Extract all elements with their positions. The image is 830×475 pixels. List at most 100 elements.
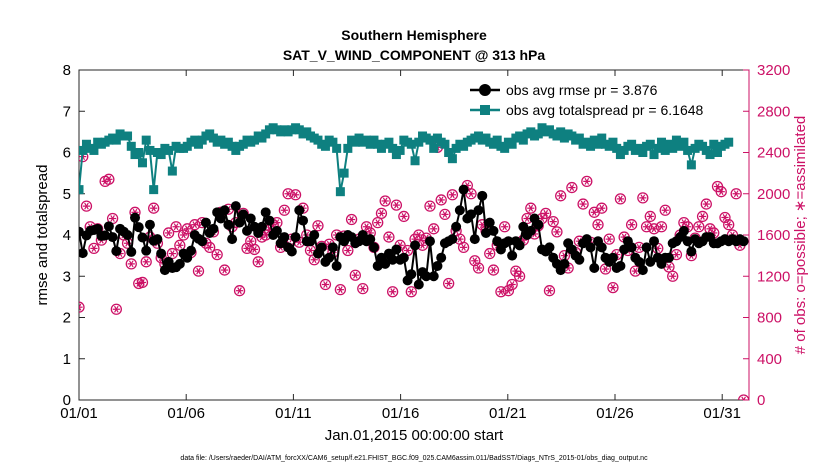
obs-count-point (614, 193, 627, 205)
rmse-point (424, 236, 435, 247)
rmse-point (637, 265, 648, 276)
obs-assimilated-marker (308, 247, 313, 254)
obs-possible-marker (566, 181, 578, 194)
rmse-point (533, 219, 544, 230)
totalspread-point (164, 145, 174, 155)
legend-spread-marker (480, 105, 490, 115)
obs-assimilated-marker (184, 225, 190, 233)
obs-count-point (428, 223, 440, 235)
obs-assimilated-marker (274, 219, 280, 227)
rmse-point (514, 240, 525, 251)
obs-assimilated-marker (364, 223, 369, 231)
obs-count-point (140, 256, 152, 268)
rmse-point (368, 242, 379, 253)
obs-count-point (125, 258, 137, 270)
obs-assimilated-marker (647, 213, 653, 220)
obs-possible-marker (614, 193, 627, 205)
obs-possible-marker (446, 189, 459, 201)
obs-possible-marker (390, 199, 403, 211)
rmse-point (391, 244, 402, 255)
rmse-point (488, 225, 499, 236)
totalspread-point (406, 139, 416, 149)
totalspread-series (79, 123, 734, 197)
rmse-point (234, 217, 245, 228)
y2-tick-label: 0 (757, 392, 765, 409)
obs-count-point (252, 256, 264, 268)
obs-possible-marker (80, 200, 93, 212)
x-tick-label: 01/11 (275, 405, 311, 422)
rmse-point (133, 222, 144, 233)
rmse-point (130, 212, 141, 223)
y2-tick-label: 2000 (757, 186, 790, 203)
obs-possible-marker (345, 213, 358, 226)
obs-possible-marker (502, 285, 515, 297)
obs-possible-marker (177, 229, 190, 241)
obs-assimilated-marker (550, 218, 556, 226)
totalspread-point (447, 154, 457, 164)
obs-assimilated-marker (386, 233, 392, 241)
rmse-point (380, 258, 391, 269)
obs-assimilated-marker (565, 264, 571, 272)
rmse-point (436, 252, 447, 263)
obs-possible-marker (413, 229, 425, 241)
obs-possible-marker (218, 264, 231, 276)
obs-assimilated-marker (603, 265, 608, 273)
obs-assimilated-marker (91, 244, 97, 252)
obs-possible-marker (655, 221, 668, 233)
obs-possible-marker (547, 215, 559, 228)
totalspread-point (137, 158, 147, 168)
obs-assimilated-marker (461, 243, 466, 251)
obs-assimilated-marker (580, 200, 586, 208)
obs-assimilated-marker (591, 208, 597, 216)
obs-possible-marker (349, 269, 361, 281)
obs-count-point (110, 303, 122, 315)
obs-assimilated-marker (569, 184, 575, 191)
obs-count-point (278, 204, 291, 216)
rmse-point (458, 184, 469, 195)
totalspread-point (123, 131, 133, 141)
obs-assimilated-marker (214, 251, 220, 259)
obs-count-point (659, 204, 671, 216)
totalspread-point (638, 148, 648, 157)
obs-possible-marker (357, 282, 369, 295)
obs-count-point (398, 210, 410, 223)
obs-count-point (192, 265, 205, 277)
y-tick-label: 0 (63, 392, 71, 409)
rmse-point (223, 219, 234, 230)
obs-possible-marker (625, 219, 638, 231)
rmse-point (596, 242, 607, 253)
obs-assimilated-marker (427, 202, 433, 210)
totalspread-point (705, 150, 715, 160)
totalspread-point (586, 141, 596, 151)
obs-count-point (715, 186, 727, 198)
rmse-point (230, 201, 241, 212)
obs-count-point (413, 229, 425, 241)
obs-assimilated-marker (662, 206, 668, 214)
obs-assimilated-marker (196, 267, 201, 275)
obs-assimilated-marker (718, 188, 724, 196)
obs-assimilated-marker (177, 241, 183, 249)
obs-count-point (737, 394, 749, 400)
obs-assimilated-marker (517, 272, 522, 280)
obs-count-point (375, 207, 388, 219)
obs-possible-marker (577, 198, 589, 210)
rmse-point (256, 221, 267, 232)
obs-assimilated-marker (84, 202, 89, 210)
obs-assimilated-marker (143, 258, 149, 266)
obs-assimilated-marker (636, 243, 642, 251)
rmse-point (242, 225, 253, 236)
obs-assimilated-marker (345, 247, 351, 254)
rmse-point (466, 209, 477, 220)
rmse-point (197, 236, 208, 247)
obs-assimilated-marker (633, 267, 638, 275)
obs-assimilated-marker (401, 213, 407, 220)
obs-possible-marker (289, 189, 302, 201)
obs-assimilated-marker (487, 250, 493, 257)
obs-assimilated-marker (420, 241, 425, 249)
obs-count-point (588, 206, 600, 218)
obs-assimilated-marker (263, 231, 269, 239)
rmse-point (103, 221, 114, 232)
obs-assimilated-marker (315, 222, 321, 230)
obs-possible-marker (543, 285, 556, 297)
totalspread-point (653, 143, 663, 153)
